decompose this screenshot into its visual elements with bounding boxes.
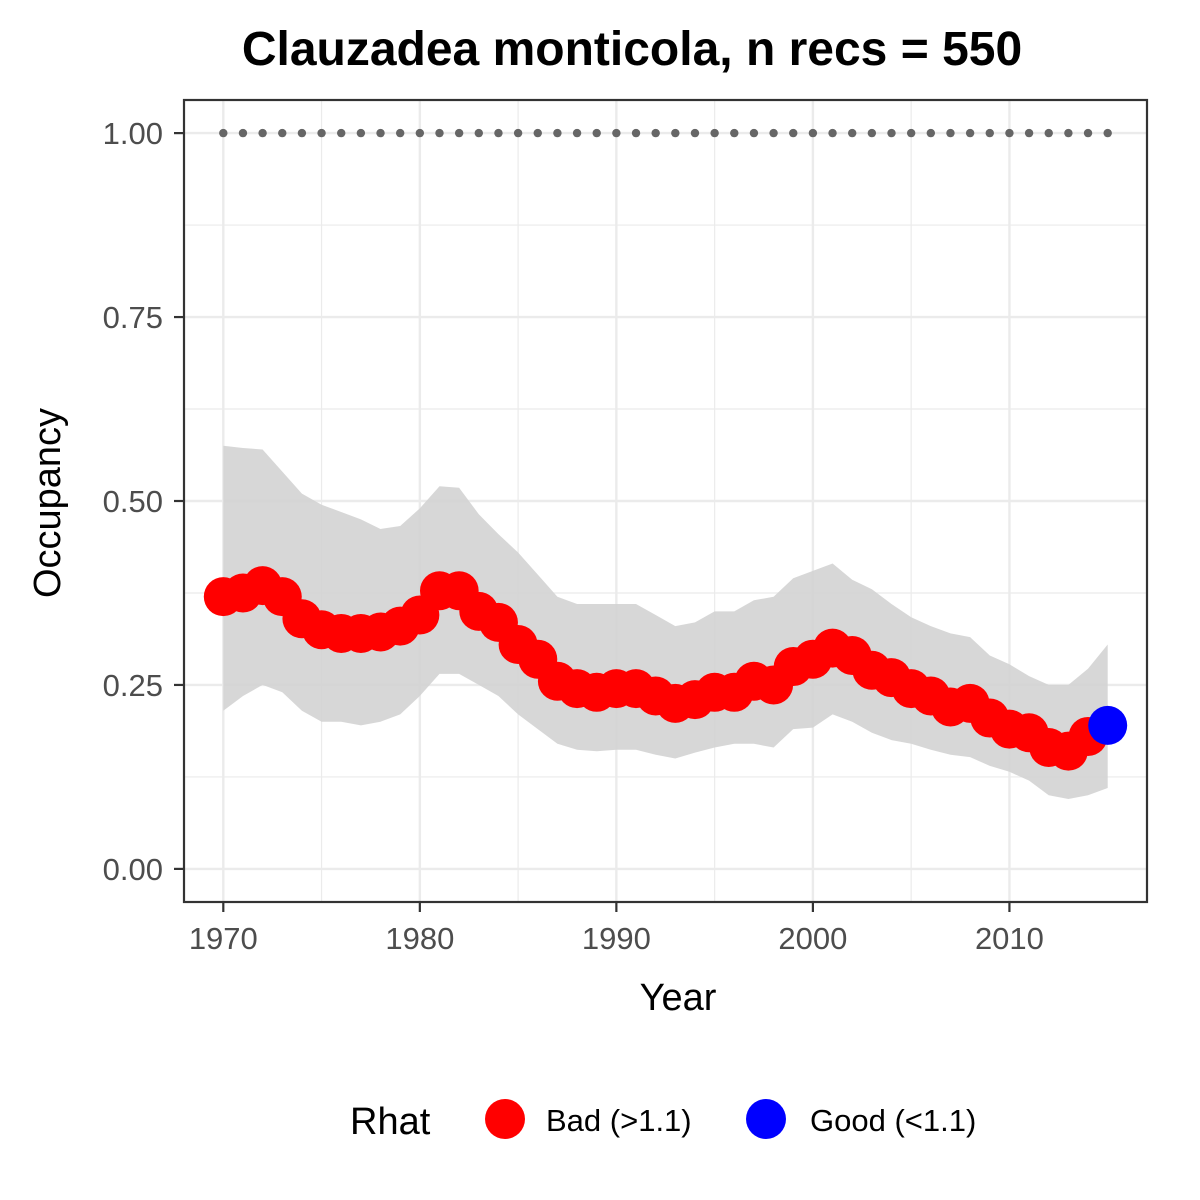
reference-dots bbox=[219, 128, 1112, 138]
reference-dot bbox=[848, 128, 857, 138]
reference-dot bbox=[278, 128, 287, 138]
y-tick-label: 0.50 bbox=[103, 484, 163, 519]
legend-good-swatch bbox=[746, 1099, 786, 1139]
reference-dot bbox=[808, 128, 818, 138]
reference-dot bbox=[749, 128, 759, 138]
legend-bad-label: Bad (>1.1) bbox=[546, 1103, 692, 1138]
reference-dot bbox=[415, 128, 425, 138]
x-tick-label: 2010 bbox=[975, 921, 1044, 956]
reference-dot bbox=[454, 128, 464, 138]
chart-title: Clauzadea monticola, n recs = 550 bbox=[242, 23, 1022, 76]
y-tick-label: 0.75 bbox=[103, 300, 163, 335]
reference-dot bbox=[533, 128, 542, 138]
y-axis-title: Occupancy bbox=[27, 408, 69, 598]
reference-dot bbox=[592, 128, 601, 138]
reference-dot bbox=[1005, 128, 1014, 138]
reference-dot bbox=[553, 128, 562, 138]
reference-dot bbox=[513, 128, 523, 138]
reference-dot bbox=[651, 128, 660, 138]
x-tick-label: 1990 bbox=[582, 921, 651, 956]
reference-dot bbox=[238, 128, 248, 138]
x-tick-label: 1980 bbox=[385, 921, 454, 956]
reference-dot bbox=[356, 128, 366, 138]
reference-dot bbox=[867, 128, 877, 138]
reference-dot bbox=[985, 128, 994, 138]
reference-dot bbox=[297, 128, 307, 138]
reference-dot bbox=[926, 128, 936, 138]
reference-dot bbox=[730, 128, 739, 138]
reference-dot bbox=[631, 128, 641, 138]
plot-panel bbox=[182, 98, 1149, 904]
reference-dot bbox=[1064, 128, 1073, 138]
reference-dot bbox=[828, 128, 837, 138]
reference-dot bbox=[258, 128, 267, 138]
x-tick-label: 2000 bbox=[778, 921, 847, 956]
y-tick-label: 0.25 bbox=[103, 668, 163, 703]
y-tick-label: 0.00 bbox=[103, 852, 163, 887]
reference-dot bbox=[1083, 128, 1093, 138]
reference-dot bbox=[572, 128, 582, 138]
reference-dot bbox=[337, 128, 346, 138]
reference-dot bbox=[395, 128, 405, 138]
reference-dot bbox=[376, 128, 385, 138]
reference-dot bbox=[1024, 128, 1034, 138]
reference-dot bbox=[317, 128, 326, 138]
reference-dot bbox=[219, 128, 228, 138]
legend-good-label: Good (<1.1) bbox=[810, 1103, 976, 1138]
reference-dot bbox=[769, 128, 778, 138]
reference-dot bbox=[690, 128, 700, 138]
reference-dot bbox=[906, 128, 916, 138]
reference-dot bbox=[671, 128, 680, 138]
x-axis-title: Year bbox=[640, 977, 717, 1019]
legend: Rhat Bad (>1.1) Good (<1.1) bbox=[350, 1099, 976, 1143]
y-axis: 0.00 0.25 0.50 0.75 1.00 bbox=[103, 116, 184, 887]
reference-dot bbox=[494, 128, 503, 138]
x-tick-label: 1970 bbox=[189, 921, 258, 956]
reference-dot bbox=[435, 128, 444, 138]
reference-dot bbox=[612, 128, 621, 138]
reference-dot bbox=[946, 128, 955, 138]
occupancy-point-good bbox=[1088, 705, 1128, 745]
x-axis: 1970 1980 1990 2000 2010 bbox=[189, 902, 1044, 956]
reference-dot bbox=[965, 128, 975, 138]
y-tick-label: 1.00 bbox=[103, 116, 163, 151]
reference-dot bbox=[1103, 128, 1112, 138]
reference-dot bbox=[710, 128, 719, 138]
confidence-ribbon-layer bbox=[223, 445, 1108, 799]
legend-bad-swatch bbox=[485, 1099, 525, 1139]
confidence-ribbon bbox=[223, 445, 1108, 799]
reference-dot bbox=[1044, 128, 1053, 138]
reference-dot bbox=[887, 128, 896, 138]
reference-dot bbox=[789, 128, 798, 138]
legend-title: Rhat bbox=[350, 1101, 431, 1143]
reference-dot bbox=[474, 128, 483, 138]
occupancy-points bbox=[203, 566, 1128, 771]
